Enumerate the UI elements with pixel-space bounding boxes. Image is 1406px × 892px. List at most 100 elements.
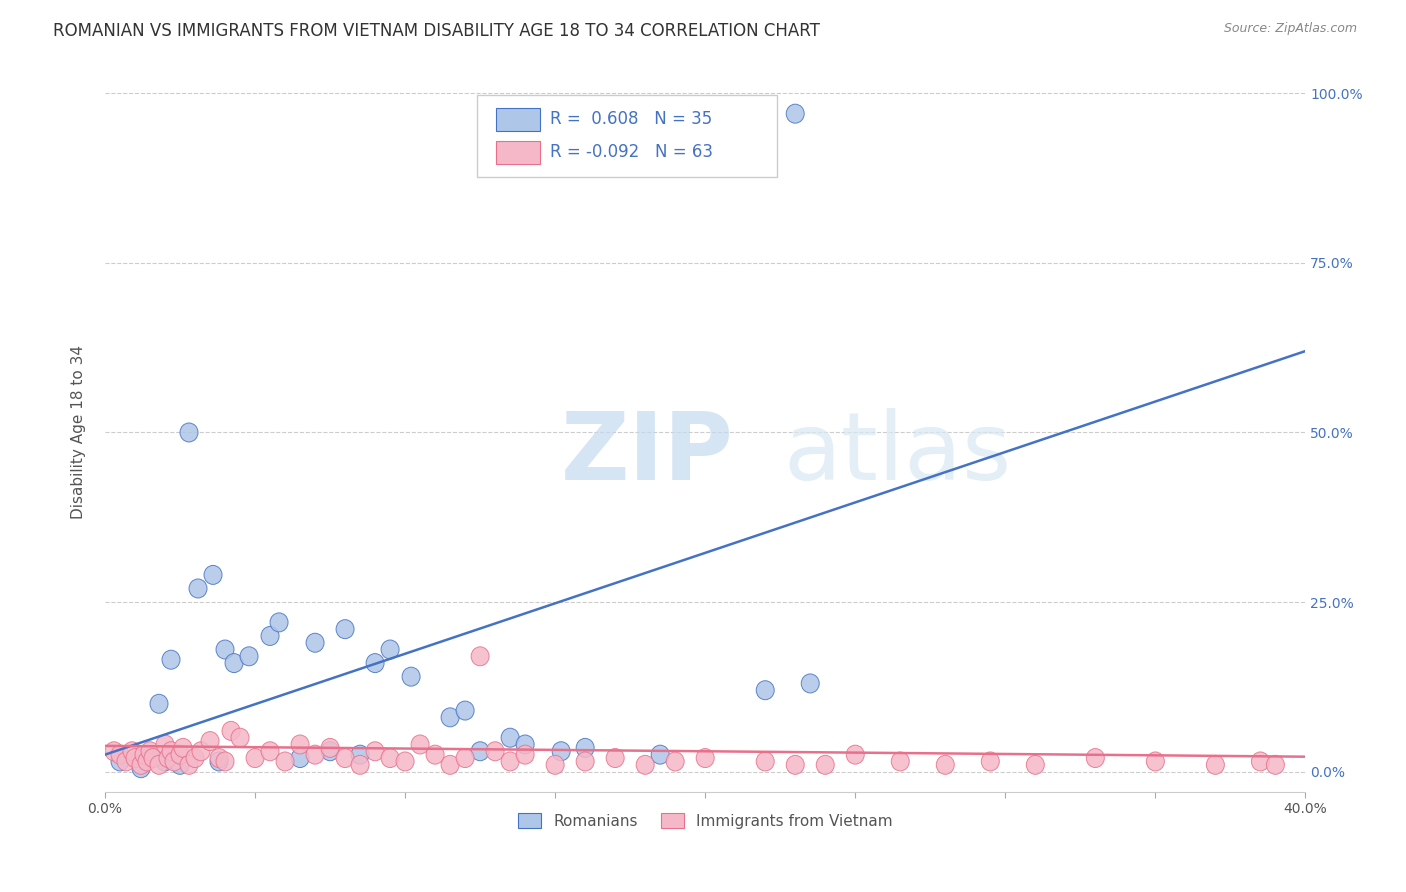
Ellipse shape	[156, 752, 174, 771]
Ellipse shape	[165, 752, 183, 771]
Ellipse shape	[209, 748, 228, 767]
Ellipse shape	[426, 745, 444, 764]
Ellipse shape	[336, 620, 354, 639]
Ellipse shape	[222, 722, 240, 740]
Ellipse shape	[981, 752, 1000, 771]
Ellipse shape	[291, 748, 309, 767]
Ellipse shape	[486, 742, 505, 761]
Ellipse shape	[127, 748, 143, 767]
Ellipse shape	[817, 756, 834, 774]
Ellipse shape	[141, 742, 159, 761]
Ellipse shape	[352, 756, 370, 774]
Ellipse shape	[150, 756, 167, 774]
Ellipse shape	[180, 756, 198, 774]
Ellipse shape	[159, 748, 177, 767]
Text: Source: ZipAtlas.com: Source: ZipAtlas.com	[1223, 22, 1357, 36]
Ellipse shape	[172, 745, 188, 764]
Ellipse shape	[186, 748, 204, 767]
Ellipse shape	[846, 745, 865, 764]
Ellipse shape	[141, 748, 159, 767]
Ellipse shape	[553, 742, 571, 761]
Ellipse shape	[217, 752, 233, 771]
Ellipse shape	[666, 752, 685, 771]
Ellipse shape	[122, 742, 141, 761]
Ellipse shape	[150, 694, 167, 714]
Y-axis label: Disability Age 18 to 34: Disability Age 18 to 34	[72, 345, 86, 519]
Ellipse shape	[441, 756, 460, 774]
Ellipse shape	[111, 745, 129, 764]
Ellipse shape	[501, 752, 519, 771]
Ellipse shape	[606, 748, 624, 767]
Ellipse shape	[1206, 756, 1225, 774]
Ellipse shape	[204, 566, 222, 584]
Legend: Romanians, Immigrants from Vietnam: Romanians, Immigrants from Vietnam	[512, 806, 898, 835]
Ellipse shape	[456, 748, 474, 767]
Ellipse shape	[352, 745, 370, 764]
Ellipse shape	[696, 748, 714, 767]
Ellipse shape	[138, 752, 156, 771]
Ellipse shape	[786, 756, 804, 774]
Ellipse shape	[117, 752, 135, 771]
Ellipse shape	[201, 731, 219, 750]
FancyBboxPatch shape	[477, 95, 778, 178]
Ellipse shape	[276, 752, 294, 771]
Ellipse shape	[262, 626, 278, 646]
Ellipse shape	[162, 650, 180, 669]
Ellipse shape	[576, 752, 595, 771]
Ellipse shape	[307, 633, 323, 652]
Ellipse shape	[262, 742, 278, 761]
Ellipse shape	[231, 728, 249, 747]
Ellipse shape	[396, 752, 415, 771]
Ellipse shape	[162, 742, 180, 761]
Ellipse shape	[307, 745, 323, 764]
Ellipse shape	[217, 640, 233, 659]
Ellipse shape	[246, 748, 264, 767]
Ellipse shape	[546, 756, 564, 774]
Ellipse shape	[456, 701, 474, 720]
Ellipse shape	[471, 742, 489, 761]
Ellipse shape	[1251, 752, 1270, 771]
Ellipse shape	[132, 756, 150, 774]
Ellipse shape	[516, 745, 534, 764]
Ellipse shape	[174, 739, 193, 757]
Ellipse shape	[270, 613, 288, 632]
Ellipse shape	[209, 752, 228, 771]
Ellipse shape	[801, 674, 820, 693]
Ellipse shape	[756, 681, 775, 699]
Text: ROMANIAN VS IMMIGRANTS FROM VIETNAM DISABILITY AGE 18 TO 34 CORRELATION CHART: ROMANIAN VS IMMIGRANTS FROM VIETNAM DISA…	[53, 22, 820, 40]
Ellipse shape	[105, 742, 122, 761]
Text: R =  0.608   N = 35: R = 0.608 N = 35	[550, 111, 713, 128]
Ellipse shape	[756, 752, 775, 771]
Ellipse shape	[636, 756, 654, 774]
Ellipse shape	[516, 735, 534, 754]
Ellipse shape	[891, 752, 910, 771]
Ellipse shape	[188, 579, 207, 598]
Ellipse shape	[381, 748, 399, 767]
Ellipse shape	[786, 104, 804, 123]
FancyBboxPatch shape	[496, 108, 540, 131]
Ellipse shape	[366, 742, 384, 761]
Ellipse shape	[501, 728, 519, 747]
Ellipse shape	[291, 735, 309, 754]
Ellipse shape	[441, 708, 460, 727]
Ellipse shape	[411, 735, 429, 754]
Ellipse shape	[180, 423, 198, 442]
Ellipse shape	[240, 647, 259, 665]
Ellipse shape	[471, 647, 489, 665]
Ellipse shape	[936, 756, 955, 774]
Ellipse shape	[172, 756, 188, 774]
Ellipse shape	[193, 742, 209, 761]
Ellipse shape	[366, 654, 384, 673]
Ellipse shape	[336, 748, 354, 767]
Ellipse shape	[1267, 756, 1285, 774]
Ellipse shape	[1026, 756, 1045, 774]
Ellipse shape	[132, 759, 150, 778]
Ellipse shape	[321, 742, 339, 761]
Text: ZIP: ZIP	[561, 408, 734, 500]
FancyBboxPatch shape	[496, 141, 540, 164]
Ellipse shape	[1146, 752, 1164, 771]
Ellipse shape	[135, 745, 153, 764]
Ellipse shape	[156, 735, 174, 754]
Ellipse shape	[111, 752, 129, 771]
Ellipse shape	[1087, 748, 1104, 767]
